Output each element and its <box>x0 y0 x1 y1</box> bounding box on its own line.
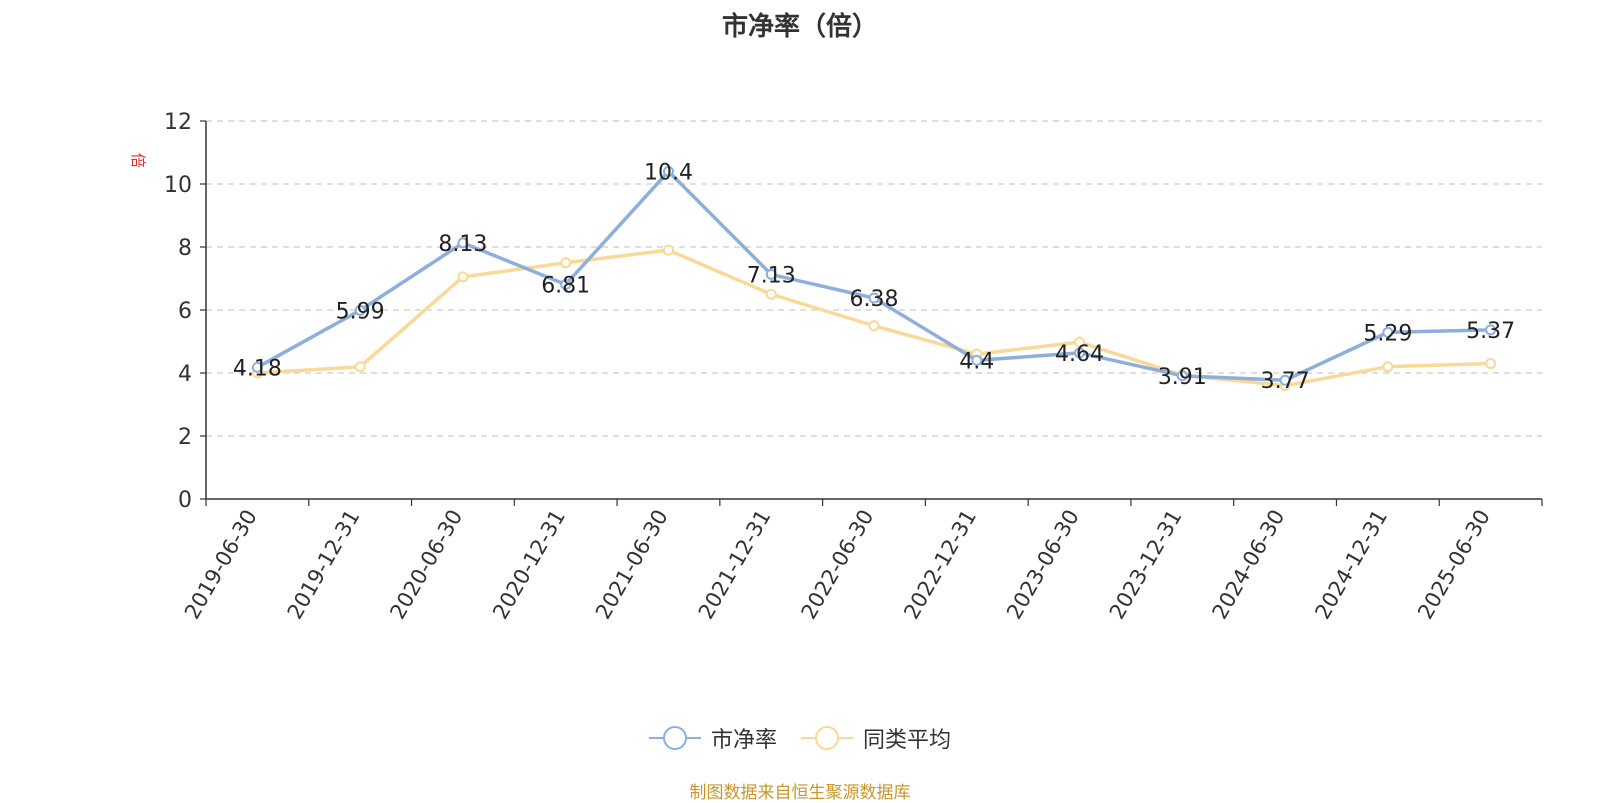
data-point-series-1 <box>765 268 777 280</box>
data-label: 7.13 <box>747 263 796 288</box>
data-label: 3.77 <box>1261 369 1310 394</box>
data-point-series-1 <box>971 354 983 366</box>
data-label: 6.81 <box>541 273 590 298</box>
x-tick-label: 2020-06-30 <box>385 506 467 624</box>
data-label: 3.91 <box>1158 365 1207 390</box>
x-tick-label: 2023-06-30 <box>1002 506 1084 624</box>
x-tick-label: 2019-12-31 <box>283 506 365 624</box>
x-tick-label: 2020-12-31 <box>488 506 570 624</box>
data-point-series-1 <box>251 361 263 373</box>
data-point-series-2 <box>560 257 572 269</box>
x-tick-label: 2024-12-31 <box>1310 506 1392 624</box>
data-point-series-1 <box>1485 324 1497 336</box>
data-point-series-2 <box>354 361 366 373</box>
data-label: 8.13 <box>438 232 487 257</box>
data-point-series-1 <box>1382 326 1394 338</box>
data-point-series-2 <box>868 320 880 332</box>
chart-title: 市净率（倍） <box>721 12 878 42</box>
data-point-series-2 <box>1074 336 1086 348</box>
data-point-series-1 <box>560 278 572 290</box>
y-tick-label: 6 <box>178 299 192 324</box>
data-point-series-2 <box>1485 358 1497 370</box>
data-label: 5.37 <box>1466 319 1515 344</box>
data-point-series-1 <box>354 304 366 316</box>
y-tick-label: 8 <box>178 236 192 261</box>
legend-line-circle-icon <box>801 726 853 750</box>
source-note: 制图数据来自恒生聚源数据库 <box>689 783 911 803</box>
y-tick-label: 10 <box>164 173 192 198</box>
y-tick-label: 0 <box>178 488 192 513</box>
x-tick-label: 2024-06-30 <box>1208 506 1290 624</box>
x-tick-label: 2021-06-30 <box>591 506 673 624</box>
legend-item-series-1[interactable]: 市净率 <box>648 722 777 754</box>
data-label: 4.64 <box>1055 342 1104 367</box>
y-tick-label: 2 <box>178 425 192 450</box>
x-tick-label: 2022-12-31 <box>899 506 981 624</box>
series-line-2 <box>257 248 1491 388</box>
data-point-series-1 <box>1279 374 1291 386</box>
series-line-1 <box>256 169 1491 382</box>
legend-item-series-2[interactable]: 同类平均 <box>801 722 951 754</box>
legend-label: 同类平均 <box>863 728 952 753</box>
data-label: 5.99 <box>336 299 385 324</box>
y-tick-label: 12 <box>164 110 192 135</box>
x-tick-label: 2021-12-31 <box>694 506 776 624</box>
data-point-series-2 <box>1382 361 1394 373</box>
data-point-series-1 <box>1176 370 1188 382</box>
y-tick-label: 4 <box>178 362 192 387</box>
data-point-series-1 <box>662 165 674 177</box>
x-tick-label: 2023-12-31 <box>1105 506 1187 624</box>
data-point-series-1 <box>1074 347 1086 359</box>
data-point-series-2 <box>662 244 674 256</box>
data-point-series-2 <box>457 271 469 283</box>
x-tick-label: 2019-06-30 <box>180 506 262 624</box>
legend-line-circle-icon <box>648 726 701 750</box>
x-tick-label: 2022-06-30 <box>797 506 879 624</box>
data-label: 6.38 <box>850 287 899 312</box>
data-point-series-2 <box>765 288 777 300</box>
x-tick-label: 2025-06-30 <box>1413 506 1495 624</box>
data-label: 4.18 <box>233 356 282 381</box>
data-point-series-1 <box>868 292 880 304</box>
legend-label: 市净率 <box>710 728 777 753</box>
legend: 市净率 同类平均 <box>0 722 1600 754</box>
data-point-series-1 <box>457 237 469 249</box>
data-label: 4.4 <box>959 349 994 374</box>
data-label: 5.29 <box>1363 321 1412 346</box>
data-label: 10.4 <box>644 160 693 185</box>
